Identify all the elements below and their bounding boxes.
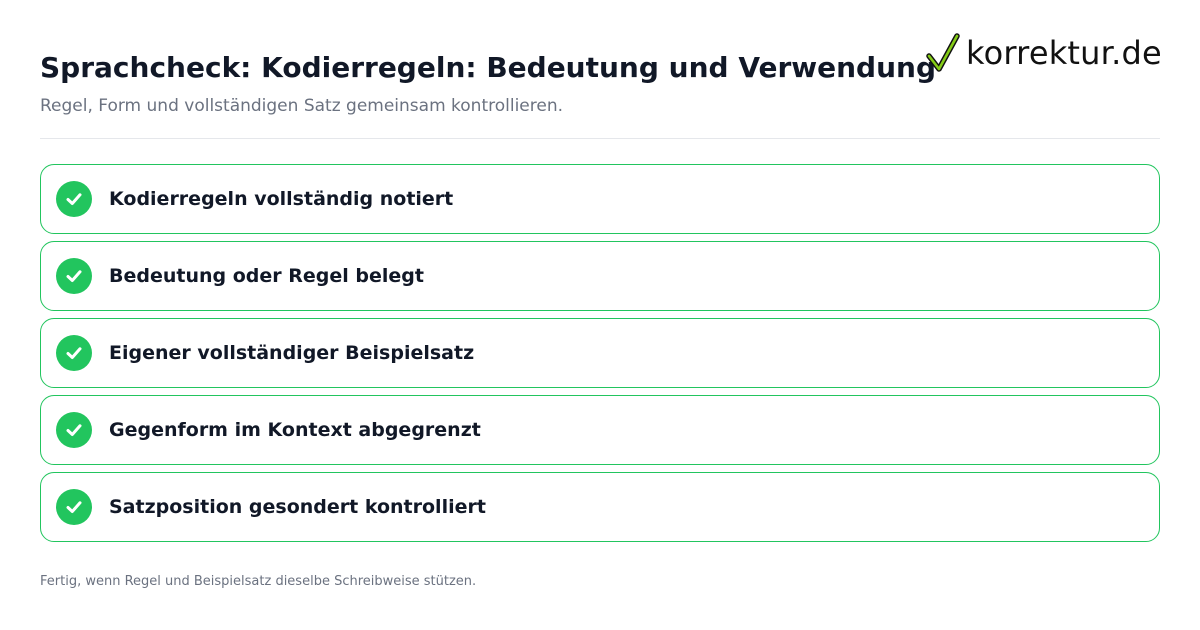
brand-name: korrektur.de: [966, 34, 1162, 72]
check-circle-icon: [56, 412, 92, 448]
checklist-item-label: Satzposition gesondert kontrolliert: [109, 496, 486, 518]
checklist-item-label: Bedeutung oder Regel belegt: [109, 265, 424, 287]
page-title: Sprachcheck: Kodierregeln: Bedeutung und…: [40, 51, 936, 84]
check-circle-icon: [56, 181, 92, 217]
checklist-item: Eigener vollständiger Beispielsatz: [40, 318, 1160, 388]
brand-logo: korrektur.de: [926, 30, 1162, 76]
page-subtitle: Regel, Form und vollständigen Satz gemei…: [40, 96, 564, 116]
checklist-item: Kodierregeln vollständig notiert: [40, 164, 1160, 234]
checklist-item-label: Kodierregeln vollständig notiert: [109, 188, 454, 210]
checklist: Kodierregeln vollständig notiert Bedeutu…: [40, 164, 1160, 549]
checklist-item-label: Gegenform im Kontext abgegrenzt: [109, 419, 481, 441]
checklist-item-label: Eigener vollständiger Beispielsatz: [109, 342, 475, 364]
page-header: Sprachcheck: Kodierregeln: Bedeutung und…: [40, 50, 936, 118]
check-circle-icon: [56, 258, 92, 294]
header-divider: [40, 138, 1160, 139]
checklist-item: Gegenform im Kontext abgegrenzt: [40, 395, 1160, 465]
check-circle-icon: [56, 335, 92, 371]
check-circle-icon: [56, 489, 92, 525]
checklist-item: Satzposition gesondert kontrolliert: [40, 472, 1160, 542]
footer-note: Fertig, wenn Regel und Beispielsatz dies…: [40, 574, 477, 589]
checklist-item: Bedeutung oder Regel belegt: [40, 241, 1160, 311]
checkmark-icon: [926, 32, 960, 74]
